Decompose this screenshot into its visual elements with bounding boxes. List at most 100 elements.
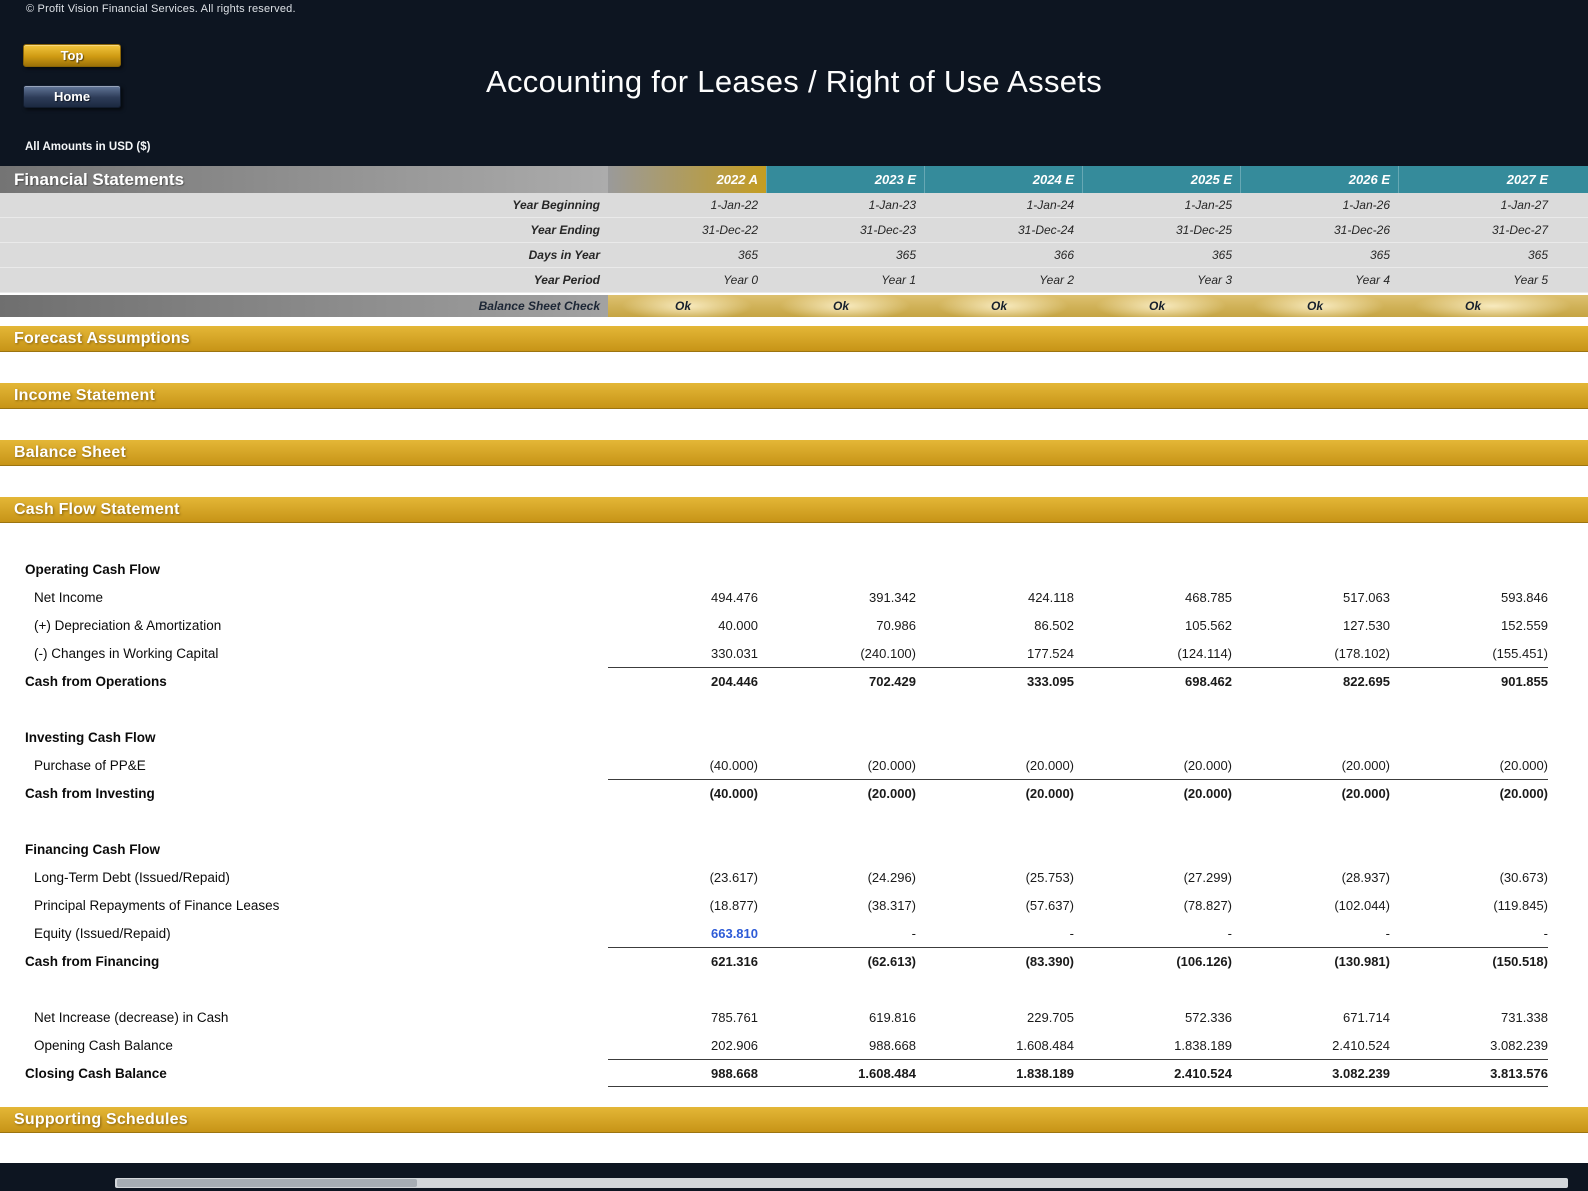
cell-value: 330.031 (711, 645, 758, 661)
cell-value: 3.082.239 (1490, 1037, 1548, 1053)
cell-value: (28.937) (1341, 869, 1390, 885)
cell-value: 105.562 (1185, 617, 1232, 633)
cell-value: 901.855 (1501, 673, 1548, 689)
section-cash-flow-statement: Cash Flow Statement (0, 497, 1588, 523)
section-forecast-assumptions: Forecast Assumptions (0, 326, 1588, 352)
cell-value: 3.813.576 (1490, 1065, 1548, 1081)
cell-value: (18.877) (709, 897, 758, 913)
section-label: Cash Flow Statement (14, 500, 180, 518)
cell-value: 619.816 (869, 1009, 916, 1025)
cell-value: 1.838.189 (1174, 1037, 1232, 1053)
cell-value: - (1543, 925, 1548, 941)
info-row-year-period: Year Period Year 0 Year 1 Year 2 Year 3 Year … (0, 268, 1588, 293)
cashflow-row-cash-from-operations: Cash from Operations 204.446 702.429 333.09… (0, 667, 1588, 695)
cashflow-row-principal-repayments-of-finance-leases: Principal Repayments of Finance Leases (1… (0, 891, 1588, 919)
cashflow-row-equity-issued-repaid: Equity (Issued/Repaid) 663.810 - - - - - (0, 919, 1588, 947)
home-button-label: Home (53, 89, 91, 104)
cell-value: 365 (895, 248, 916, 262)
row-label: Principal Repayments of Finance Leases (34, 897, 280, 913)
row-label: Long-Term Debt (Issued/Repaid) (34, 869, 230, 885)
copyright-text: © Profit Vision Financial Services. All … (26, 3, 296, 15)
financial-statements-title: Financial Statements (0, 166, 608, 193)
cell-value: 3.082.239 (1332, 1065, 1390, 1081)
section-balance-sheet: Balance Sheet (0, 440, 1588, 466)
section-label: Income Statement (14, 386, 156, 404)
top-button[interactable]: Top (23, 44, 121, 67)
cashflow-row-closing-cash-balance: Closing Cash Balance 988.668 1.608.484 1.83… (0, 1059, 1588, 1087)
cashflow-row-changes-in-working-capital: (-) Changes in Working Capital 330.031 (24… (0, 639, 1588, 667)
cell-value: 202.906 (711, 1037, 758, 1053)
cell-value: 127.530 (1343, 617, 1390, 633)
cell-value: 86.502 (1034, 617, 1074, 633)
cashflow-row-financing-cash-flow: Financing Cash Flow (0, 835, 1588, 863)
cell-value: 229.705 (1027, 1009, 1074, 1025)
balance-check-value: Ok (1240, 295, 1398, 317)
cell-value: (27.299) (1183, 869, 1232, 885)
cell-value: (240.100) (860, 645, 916, 661)
row-label: Operating Cash Flow (25, 561, 161, 577)
cell-value: - (1227, 925, 1232, 941)
cell-value: (20.000) (1183, 757, 1232, 773)
row-label: Year Beginning (512, 198, 600, 212)
cell-value: (20.000) (1183, 785, 1232, 801)
row-label: (+) Depreciation & Amortization (34, 617, 222, 633)
cell-value: 1.838.189 (1016, 1065, 1074, 1081)
cell-value[interactable]: 663.810 (711, 925, 758, 941)
cell-value: Year 3 (1197, 273, 1232, 287)
info-row-year-ending: Year Ending 31-Dec-22 31-Dec-23 31-Dec-24 31… (0, 218, 1588, 243)
top-button-label: Top (60, 48, 84, 63)
cell-value: (106.126) (1176, 953, 1232, 969)
column-header-2022-a: 2022 A (608, 166, 766, 193)
cell-value: 1-Jan-26 (1342, 198, 1390, 212)
cell-value: (62.613) (867, 953, 916, 969)
section-label: Supporting Schedules (14, 1110, 188, 1128)
row-label: Year Period (533, 273, 600, 287)
horizontal-scrollbar[interactable] (115, 1178, 1568, 1188)
cell-value: 1.608.484 (858, 1065, 916, 1081)
cell-value: (20.000) (867, 785, 916, 801)
cell-value: - (1385, 925, 1390, 941)
column-header-2026-e: 2026 E (1240, 166, 1398, 193)
row-label: Days in Year (528, 248, 600, 262)
cell-value: 572.336 (1185, 1009, 1232, 1025)
cell-value: 785.761 (711, 1009, 758, 1025)
balance-check-value: Ok (766, 295, 924, 317)
cell-value: (38.317) (867, 897, 916, 913)
cashflow-row-operating-cash-flow: Operating Cash Flow (0, 555, 1588, 583)
cell-value: 70.986 (876, 617, 916, 633)
amounts-note: All Amounts in USD ($) (25, 141, 151, 153)
horizontal-scrollbar-thumb[interactable] (117, 1179, 417, 1187)
cell-value: 391.342 (869, 589, 916, 605)
cell-value: 1-Jan-23 (868, 198, 916, 212)
section-label: Forecast Assumptions (14, 329, 190, 347)
cell-value: 2.410.524 (1174, 1065, 1232, 1081)
cell-value: 698.462 (1185, 673, 1232, 689)
cell-value: 333.095 (1027, 673, 1074, 689)
cell-value: (40.000) (709, 757, 758, 773)
home-button[interactable]: Home (23, 85, 121, 108)
cell-value: 1-Jan-27 (1500, 198, 1548, 212)
cell-value: 1-Jan-24 (1026, 198, 1074, 212)
cell-value: 204.446 (711, 673, 758, 689)
cell-value: (23.617) (709, 869, 758, 885)
cell-value: (102.044) (1334, 897, 1390, 913)
cell-value: (130.981) (1334, 953, 1390, 969)
row-label: Net Income (34, 589, 104, 605)
cashflow-spacer-row (0, 695, 1588, 723)
cell-value: 621.316 (711, 953, 758, 969)
cell-value: (20.000) (1341, 757, 1390, 773)
cell-value: 1.608.484 (1016, 1037, 1074, 1053)
cell-value: 366 (1053, 248, 1074, 262)
row-label: (-) Changes in Working Capital (34, 645, 219, 661)
cell-value: (20.000) (1025, 757, 1074, 773)
cell-value: 1-Jan-25 (1184, 198, 1232, 212)
cell-value: 702.429 (869, 673, 916, 689)
cell-value: 31-Dec-23 (859, 223, 916, 237)
row-label: Investing Cash Flow (25, 729, 156, 745)
cell-value: 517.063 (1343, 589, 1390, 605)
cell-value: 31-Dec-22 (701, 223, 758, 237)
app-header: © Profit Vision Financial Services. All … (0, 0, 1588, 166)
bottom-bar (0, 1163, 1588, 1191)
